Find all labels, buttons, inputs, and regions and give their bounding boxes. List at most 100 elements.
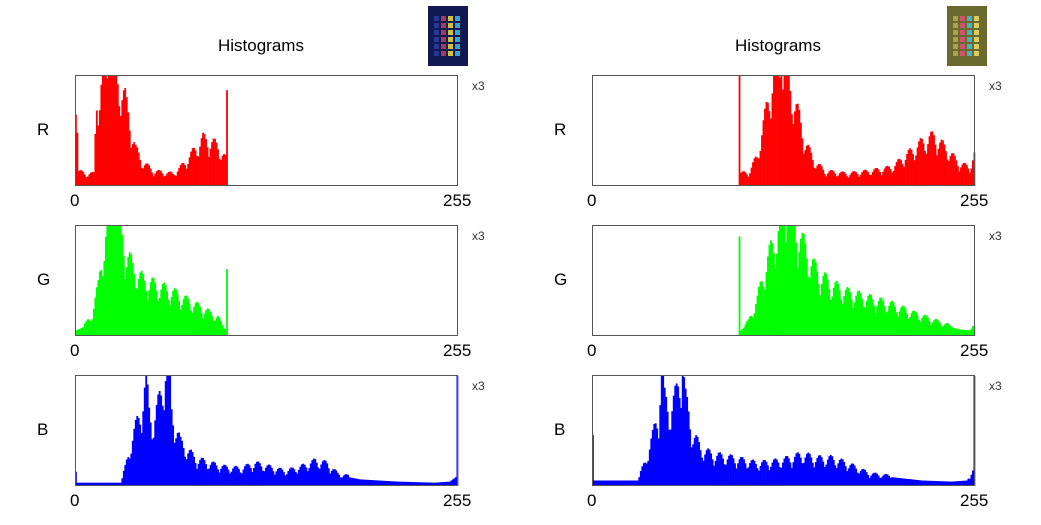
histogram-bar <box>828 456 831 486</box>
histogram-bar <box>927 144 929 186</box>
histogram-bar <box>960 167 962 186</box>
histogram-bar <box>793 111 796 186</box>
histogram-bar <box>154 282 157 336</box>
histogram-bar <box>630 480 633 486</box>
histogram-bar <box>77 482 80 486</box>
histogram-bar <box>160 171 163 186</box>
histogram-bar <box>263 471 266 486</box>
histogram-bar <box>663 387 666 486</box>
histogram-bar <box>786 226 789 336</box>
histogram-bar <box>765 461 768 486</box>
histogram-bar <box>296 473 299 486</box>
histogram-bar <box>768 111 771 186</box>
histogram-bar <box>130 453 133 486</box>
thumbnail-swatch <box>974 16 979 21</box>
histogram-bar <box>206 469 209 486</box>
histogram-bar <box>139 272 142 336</box>
histogram-bar <box>178 167 181 186</box>
histogram-bar <box>732 458 735 486</box>
histogram-bar <box>849 174 852 186</box>
histogram-bar <box>909 479 911 486</box>
histogram-bar <box>100 482 103 486</box>
histogram-bar <box>335 470 338 486</box>
histogram-bar <box>874 168 877 186</box>
histogram-bar <box>843 462 846 486</box>
histogram-bar <box>185 459 188 486</box>
histogram-bar <box>966 480 968 486</box>
histogram-bar <box>206 308 209 336</box>
histogram-bar <box>880 477 883 486</box>
histogram-bar <box>209 464 212 486</box>
histogram-bar <box>752 162 754 186</box>
histogram-bar <box>720 454 723 486</box>
histogram-bar <box>250 468 252 486</box>
histogram-bar <box>606 480 609 486</box>
histogram-bar <box>838 460 841 486</box>
histogram-bar <box>125 267 128 336</box>
histogram-bar <box>297 469 300 486</box>
histogram-bar <box>100 84 103 186</box>
histogram-bar <box>594 480 597 486</box>
image-thumbnail <box>428 6 468 66</box>
histogram-bar <box>179 165 182 186</box>
histogram-bar <box>148 165 151 186</box>
histogram-bar <box>669 429 672 486</box>
histogram-bar <box>449 481 451 486</box>
histogram-bar <box>113 482 116 486</box>
x-tick-label-min: 0 <box>587 191 597 210</box>
histogram-bar <box>323 460 326 486</box>
histogram-bar <box>131 262 134 336</box>
histogram-bar <box>972 470 974 486</box>
histogram-bar <box>360 479 363 486</box>
histogram-bar <box>190 449 192 486</box>
histogram-bar <box>101 76 104 186</box>
histogram-bar <box>618 480 621 486</box>
histogram-bar <box>151 172 154 186</box>
histogram-bar <box>224 465 227 486</box>
histogram-bar <box>680 407 683 486</box>
histogram-bar <box>927 317 929 336</box>
histogram-bar <box>614 480 617 486</box>
thumbnail-swatch <box>974 44 979 49</box>
histogram-bar <box>79 170 82 186</box>
image-thumbnail <box>947 6 987 66</box>
histogram-bar <box>774 76 777 186</box>
histogram-bar <box>782 462 784 486</box>
histogram-bar <box>450 480 453 486</box>
histogram-bar <box>378 480 381 486</box>
histogram-bar <box>822 461 825 486</box>
histogram-bar <box>687 411 690 486</box>
histogram-bar <box>945 481 947 486</box>
histogram-bar <box>447 481 450 486</box>
histogram-bar <box>865 170 868 186</box>
histogram-bar <box>172 173 175 186</box>
histogram-bar <box>740 330 742 336</box>
histogram-bar <box>767 256 769 336</box>
histogram-bar <box>338 474 341 486</box>
histogram-bar <box>666 411 669 486</box>
histogram-bar <box>811 259 814 336</box>
histogram-bar <box>184 165 187 186</box>
histogram-bar <box>190 310 192 336</box>
histogram-bar <box>77 170 80 186</box>
histogram-bar <box>841 304 844 336</box>
thumbnail-swatch <box>448 37 453 42</box>
histogram-bar <box>119 482 122 486</box>
histogram-bar <box>894 306 897 336</box>
histogram-bar <box>405 481 408 486</box>
histogram-bar <box>193 306 195 336</box>
histogram-bar <box>88 174 91 186</box>
histogram-bar <box>197 156 200 186</box>
histogram-bar <box>83 482 86 486</box>
histogram-bar <box>221 466 224 486</box>
histogram-bar <box>441 482 444 486</box>
histogram-bar <box>163 410 166 486</box>
histogram-bar <box>262 470 264 486</box>
histogram-bar <box>203 313 206 336</box>
histogram-bar <box>695 435 698 486</box>
histogram-bar <box>832 287 835 336</box>
histogram-bar <box>134 419 137 486</box>
histogram-bar <box>140 167 143 186</box>
histogram-bar <box>220 159 222 186</box>
histogram-bar <box>145 376 148 486</box>
